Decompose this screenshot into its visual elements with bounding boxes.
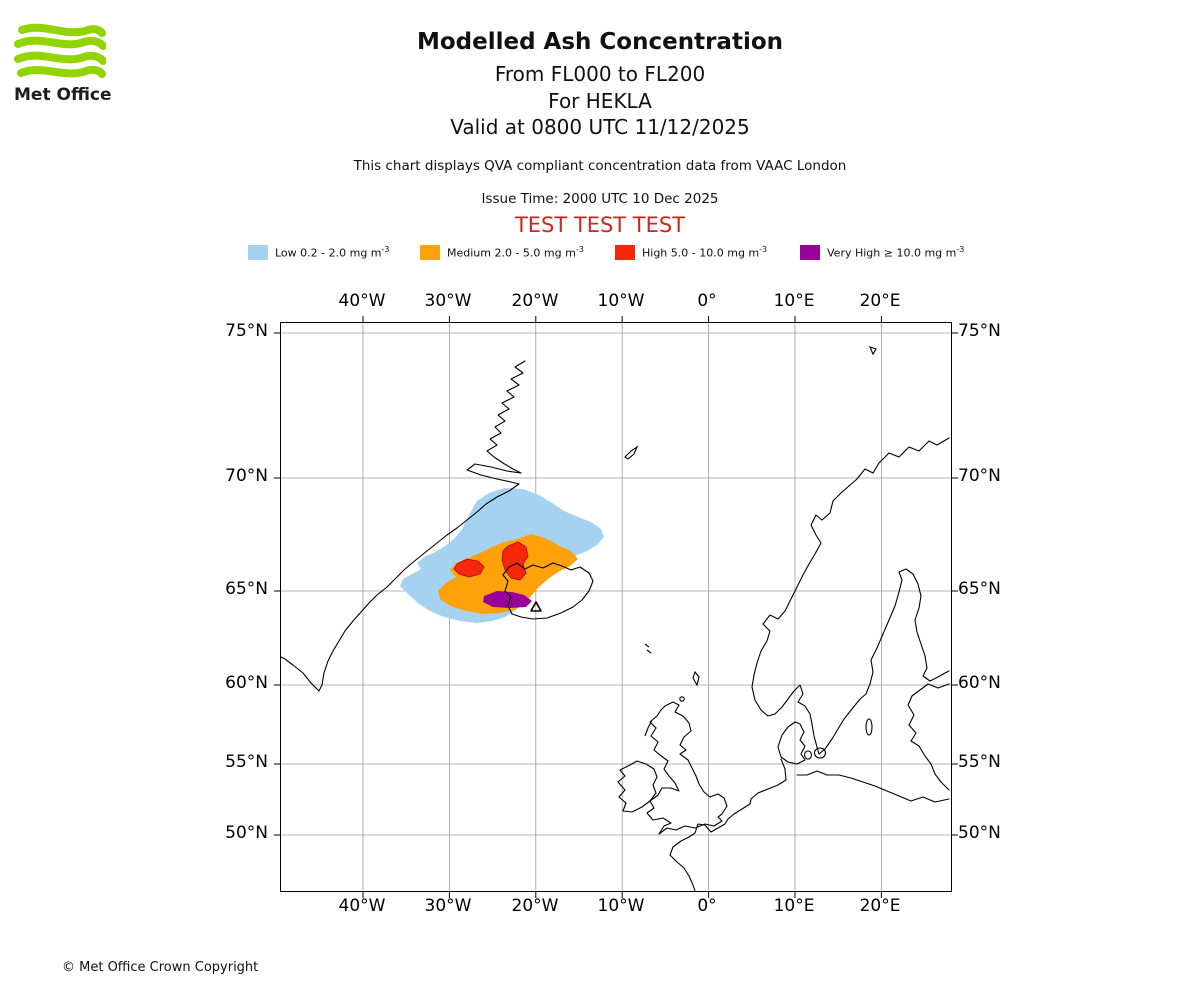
coast-shetland xyxy=(692,670,700,687)
coast-scandinavia xyxy=(751,437,950,755)
ash-plume xyxy=(400,488,604,623)
ash-high-west-polygon xyxy=(453,558,485,578)
lon-label-bottom-1: 30°W xyxy=(424,896,472,916)
lat-label-right-1: 70°N xyxy=(958,466,1001,486)
legend-swatch-medium xyxy=(420,244,440,260)
lon-label-top-3: 10°W xyxy=(597,291,645,311)
copyright-notice: © Met Office Crown Copyright xyxy=(62,960,259,975)
coast-zealand xyxy=(813,747,827,759)
lat-label-right-3: 60°N xyxy=(958,673,1001,693)
met-office-logo-waves-icon xyxy=(14,23,107,78)
coast-faroe xyxy=(644,643,652,654)
coast-great-britain xyxy=(646,701,728,835)
qva-description: This chart displays QVA compliant concen… xyxy=(353,158,847,174)
coast-iceland xyxy=(502,562,594,620)
lat-label-right-0: 75°N xyxy=(958,321,1001,341)
lon-label-top-4: 0° xyxy=(697,291,717,311)
legend-swatch-low xyxy=(248,244,268,260)
ash-very-high-polygon xyxy=(483,591,532,608)
lon-label-bottom-2: 20°W xyxy=(511,896,559,916)
legend-swatch-very-high xyxy=(800,244,820,260)
lat-label-left-3: 60°N xyxy=(225,673,268,693)
grid-lines xyxy=(281,323,951,891)
coast-baltic-east xyxy=(907,683,950,791)
flight-levels: From FL000 to FL200 xyxy=(494,62,706,86)
issue-time: Issue Time: 2000 UTC 10 Dec 2025 xyxy=(481,191,719,207)
volcano-name: For HEKLA xyxy=(548,89,652,113)
test-banner: TEST TEST TEST xyxy=(514,213,686,237)
map-canvas xyxy=(274,316,958,898)
lat-label-left-5: 50°N xyxy=(225,823,268,843)
lat-label-left-2: 65°N xyxy=(225,579,268,599)
lon-label-bottom-5: 10°E xyxy=(773,896,815,916)
legend-label-very-high: Very High ≥ 10.0 mg m-3 xyxy=(827,244,965,260)
coast-baltic-south xyxy=(796,770,950,803)
coast-gotland xyxy=(865,718,873,736)
legend-item-low: Low 0.2 - 2.0 mg m-3 xyxy=(248,244,390,260)
valid-time: Valid at 0800 UTC 11/12/2025 xyxy=(450,115,750,139)
legend-item-medium: Medium 2.0 - 5.0 mg m-3 xyxy=(420,244,584,260)
coast-greenland xyxy=(280,360,526,692)
coast-jan-mayen xyxy=(624,445,639,460)
page-title: Modelled Ash Concentration xyxy=(416,29,784,55)
axis-ticks xyxy=(274,316,958,898)
legend-item-high: High 5.0 - 10.0 mg m-3 xyxy=(615,244,767,260)
legend-label-high: High 5.0 - 10.0 mg m-3 xyxy=(642,244,768,260)
coastlines xyxy=(280,346,950,892)
lat-label-left-1: 70°N xyxy=(225,466,268,486)
coast-denmark xyxy=(777,721,806,765)
lat-label-right-4: 55°N xyxy=(958,752,1001,772)
lat-label-right-2: 65°N xyxy=(958,579,1001,599)
lon-label-top-2: 20°W xyxy=(511,291,559,311)
lon-label-bottom-4: 0° xyxy=(697,896,717,916)
lat-label-right-5: 50°N xyxy=(958,823,1001,843)
coast-funen xyxy=(803,750,813,760)
legend-swatch-high xyxy=(615,244,635,260)
coast-orkney xyxy=(679,696,685,702)
lon-label-top-1: 30°W xyxy=(424,291,472,311)
lat-label-left-0: 75°N xyxy=(225,321,268,341)
met-office-logo-text: Met Office xyxy=(14,85,112,105)
ash-high-central-polygon xyxy=(501,541,529,581)
legend-item-very-high: Very High ≥ 10.0 mg m-3 xyxy=(800,244,964,260)
coast-bear-island xyxy=(869,346,877,356)
lon-label-top-5: 10°E xyxy=(773,291,815,311)
legend-label-medium: Medium 2.0 - 5.0 mg m-3 xyxy=(447,244,584,260)
ash-map-svg xyxy=(274,316,958,898)
lon-label-bottom-0: 40°W xyxy=(338,896,386,916)
lat-label-left-4: 55°N xyxy=(225,752,268,772)
lon-label-top-6: 20°E xyxy=(859,291,901,311)
coast-ireland xyxy=(617,760,658,813)
met-office-logo: Met Office xyxy=(14,22,118,105)
lon-label-bottom-6: 20°E xyxy=(859,896,901,916)
lon-label-bottom-3: 10°W xyxy=(597,896,645,916)
legend-label-low: Low 0.2 - 2.0 mg m-3 xyxy=(275,244,390,260)
lon-label-top-0: 40°W xyxy=(338,291,386,311)
coast-continent-west xyxy=(669,758,787,892)
volcano-marker-icon xyxy=(530,601,542,612)
